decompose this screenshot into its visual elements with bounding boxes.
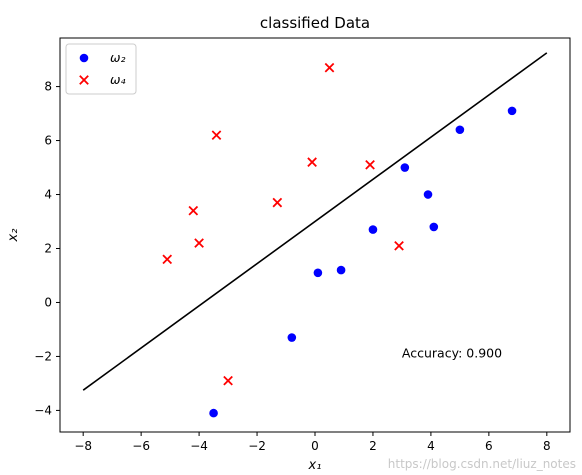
- point-omega4: [211, 130, 222, 140]
- chart-title: classified Data: [260, 14, 370, 32]
- y-tick-label: 4: [44, 188, 52, 202]
- point-omega2: [429, 222, 439, 232]
- point-omega4: [324, 62, 335, 73]
- point-omega4: [188, 205, 199, 216]
- y-tick-label: 6: [44, 134, 52, 148]
- point-omega2: [287, 333, 297, 342]
- legend-label-omega2: ω₂: [110, 50, 125, 65]
- accuracy-annotation: Accuracy: 0.900: [402, 346, 502, 361]
- x-axis-label: x₁: [308, 458, 322, 473]
- legend-box: [65, 43, 137, 95]
- y-axis-label: x₂: [6, 229, 21, 243]
- watermark: https://blog.csdn.net/liuz_notes: [388, 457, 576, 471]
- point-omega2: [400, 163, 410, 172]
- x-tick-label: 0: [311, 439, 319, 453]
- point-omega2: [209, 408, 218, 418]
- x-tick-label: 6: [485, 439, 493, 453]
- legend-marker-omega2: [79, 53, 89, 63]
- x-tick-label: −2: [248, 439, 266, 453]
- point-omega4: [162, 254, 173, 265]
- x-tick-label: −4: [190, 439, 208, 453]
- x-tick-label: −8: [74, 439, 92, 453]
- legend-label-omega4: ω₄: [110, 72, 125, 87]
- y-tick-label: −4: [34, 403, 52, 417]
- plot-area: [82, 52, 548, 418]
- point-omega2: [423, 190, 433, 199]
- decision-boundary-line: [82, 52, 548, 391]
- point-omega2: [313, 268, 323, 278]
- x-tick-label: 8: [543, 439, 551, 453]
- point-omega4: [223, 375, 233, 386]
- axis-ticks: −8 −6 −4 −2 0 2 4 6 8 −4 −2 0 2 4 6 8: [34, 80, 550, 453]
- point-omega4: [272, 197, 283, 208]
- legend-marker-omega4: [79, 75, 89, 85]
- x-tick-label: −6: [132, 439, 150, 453]
- point-omega2: [455, 125, 465, 135]
- y-tick-label: 8: [44, 80, 52, 94]
- y-tick-label: 0: [44, 295, 52, 309]
- point-omega2: [507, 106, 517, 116]
- point-omega4: [365, 159, 375, 170]
- point-omega4: [307, 157, 317, 167]
- legend: ω₂ ω₄: [65, 43, 137, 95]
- point-omega4: [194, 238, 204, 248]
- y-tick-label: 2: [44, 241, 52, 255]
- point-omega4: [394, 240, 404, 251]
- y-tick-label: −2: [34, 349, 52, 363]
- x-tick-label: 2: [369, 439, 377, 453]
- x-tick-label: 4: [427, 439, 435, 453]
- point-omega2: [368, 225, 378, 234]
- point-omega2: [336, 265, 346, 275]
- axes-frame: [59, 37, 571, 433]
